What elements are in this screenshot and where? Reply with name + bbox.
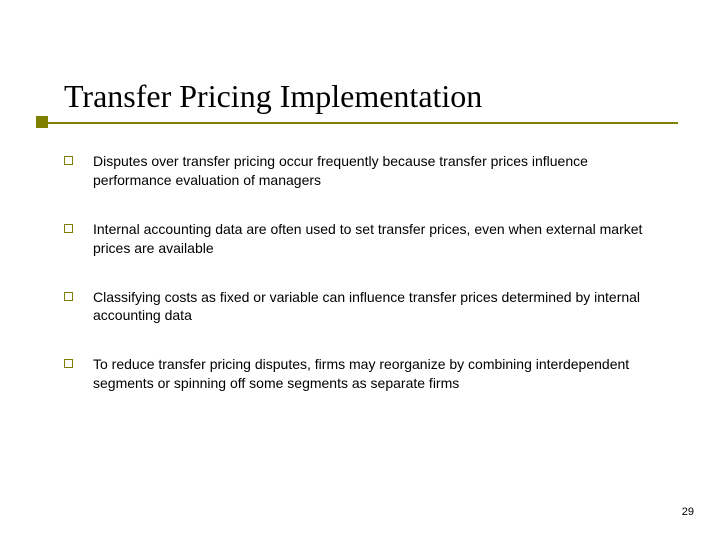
list-item: To reduce transfer pricing disputes, fir… [64, 355, 664, 393]
slide-title: Transfer Pricing Implementation [64, 78, 482, 115]
list-item: Disputes over transfer pricing occur fre… [64, 152, 664, 190]
bullet-square-icon [64, 156, 73, 165]
bullet-square-icon [64, 359, 73, 368]
page-number: 29 [682, 506, 694, 518]
bullet-square-icon [64, 224, 73, 233]
slide: Transfer Pricing Implementation Disputes… [0, 0, 720, 540]
list-item: Classifying costs as fixed or variable c… [64, 288, 664, 326]
title-underline [42, 122, 678, 124]
bullet-text: Disputes over transfer pricing occur fre… [93, 152, 664, 190]
bullet-list: Disputes over transfer pricing occur fre… [64, 152, 664, 423]
bullet-text: To reduce transfer pricing disputes, fir… [93, 355, 664, 393]
bullet-square-icon [64, 292, 73, 301]
list-item: Internal accounting data are often used … [64, 220, 664, 258]
bullet-text: Classifying costs as fixed or variable c… [93, 288, 664, 326]
bullet-text: Internal accounting data are often used … [93, 220, 664, 258]
